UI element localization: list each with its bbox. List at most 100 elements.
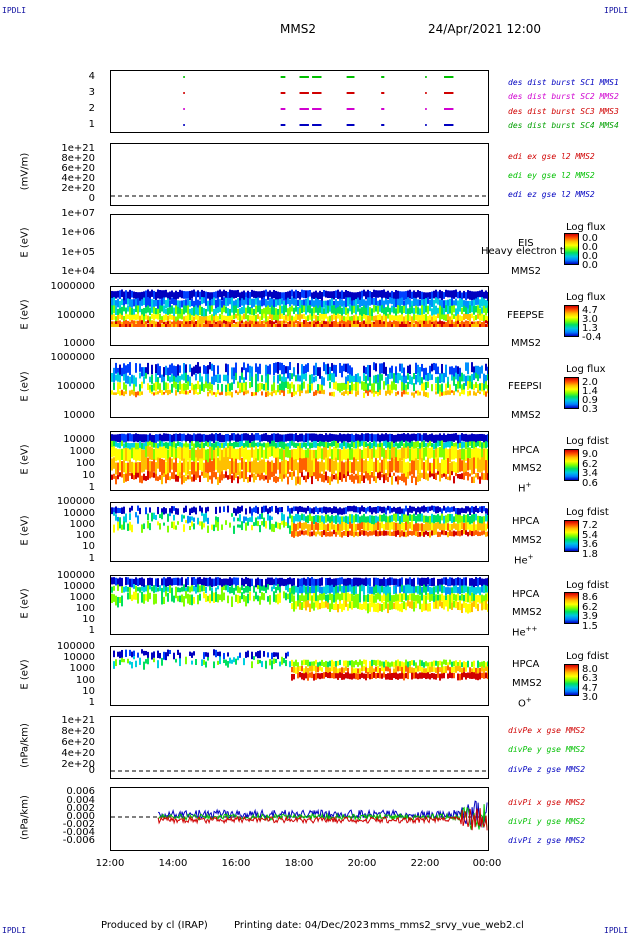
spectro-cell: [141, 442, 143, 450]
spectro-cell: [395, 578, 397, 586]
spectro-cell: [451, 366, 453, 375]
spectro-cell: [157, 434, 159, 442]
spectro-cell: [257, 520, 259, 527]
spectro-cell: [385, 307, 387, 318]
spectro-cell: [365, 673, 367, 681]
spectro-cell: [245, 508, 247, 515]
cbar-val: 0.0: [582, 260, 598, 271]
spectro-cell: [215, 314, 217, 322]
spectro-cell: [469, 390, 471, 396]
spectro-cell: [329, 458, 331, 472]
spectro-cell: [393, 472, 395, 476]
spectro-cell: [185, 434, 187, 444]
spectro-cell: [245, 522, 247, 531]
spectro-cell: [129, 460, 131, 473]
spectro-cell: [265, 587, 267, 594]
spectro-cell: [135, 449, 137, 462]
spectro-cell: [133, 291, 135, 299]
spectro-cell: [113, 375, 115, 383]
spectro-cell: [245, 367, 247, 380]
spectro-cell: [355, 577, 357, 586]
spectro-cell: [481, 324, 483, 327]
spectro-cell: [445, 383, 447, 390]
spectro-cell: [409, 289, 411, 299]
spectro-cell: [283, 434, 285, 443]
spectro-cell: [225, 520, 227, 525]
spectro-cell: [201, 306, 203, 317]
spectro-cell: [313, 665, 315, 671]
spectro-cell: [133, 650, 135, 657]
spectro-cell: [459, 449, 461, 460]
spectro-cell: [349, 443, 351, 451]
spectro-cell: [351, 514, 353, 524]
spectro-cell: [463, 508, 465, 513]
spectro-cell: [429, 661, 431, 668]
sc-label-feepse: MMS2: [511, 338, 541, 349]
spectro-cell: [179, 446, 181, 460]
spectro-cell: [297, 434, 299, 443]
spectro-cell: [227, 442, 229, 450]
spectro-cell: [381, 290, 383, 300]
spectro-cell: [393, 382, 395, 390]
spectro-cell: [283, 514, 285, 523]
spectro-cell: [171, 324, 173, 327]
spectro-cell: [425, 320, 427, 326]
spectro-cell: [323, 662, 325, 667]
spectro-cell: [463, 667, 465, 675]
spectro-cell: [215, 324, 217, 327]
spectro-cell: [411, 433, 413, 442]
spectro-cell: [311, 531, 313, 537]
spectro-cell: [123, 506, 125, 514]
spectro-cell: [329, 577, 331, 586]
spectro-cell: [341, 508, 343, 515]
spectro-cell: [347, 324, 349, 327]
spectro-cell: [279, 448, 281, 460]
spectro-cell: [319, 446, 321, 459]
spectro-cell: [381, 363, 383, 374]
spectro-cell: [371, 308, 373, 317]
spectro-cell: [143, 586, 145, 593]
spectro-cell: [417, 307, 419, 315]
spectro-cell: [161, 587, 163, 596]
spectro-cell: [419, 507, 421, 514]
spectro-cell: [349, 593, 351, 604]
spectro-cell: [453, 376, 455, 386]
spectro-cell: [157, 299, 159, 309]
spectro-cell: [467, 391, 469, 397]
spectro-cell: [471, 524, 473, 532]
spectro-cell: [445, 289, 447, 297]
ytick: 8e+20: [61, 153, 95, 164]
spectro-cell: [127, 433, 129, 442]
spectro-cell: [361, 324, 363, 327]
spectro-cell: [251, 441, 253, 448]
spectro-cell: [327, 442, 329, 449]
spectro-cell: [223, 289, 225, 297]
spectro-cell: [313, 507, 315, 515]
spectro-cell: [349, 291, 351, 301]
spectro-cell: [153, 434, 155, 443]
spectro-cell: [455, 321, 457, 326]
spectro-cell: [357, 440, 359, 448]
spectro-cell: [445, 587, 447, 596]
spectro-cell: [345, 442, 347, 449]
spectro-cell: [189, 320, 191, 325]
spectro-cell: [291, 471, 293, 480]
spectro-cell: [433, 530, 435, 536]
spectro-cell: [119, 290, 121, 300]
spectro-cell: [393, 668, 395, 675]
spectro-cell: [223, 474, 225, 479]
spectro-cell: [373, 672, 375, 678]
spectro-cell: [257, 297, 259, 306]
spectro-cell: [179, 658, 181, 667]
spectro-cell: [183, 458, 185, 473]
burst-mark: [183, 124, 185, 126]
spectro-cell: [123, 315, 125, 324]
spectro-cell: [485, 290, 487, 299]
spectro-cell: [267, 447, 269, 460]
spectro-cell: [469, 313, 471, 321]
spectro-cell: [259, 460, 261, 475]
spectro-cell: [167, 442, 169, 449]
spectro-cell: [415, 324, 417, 327]
spectro-cell: [119, 517, 121, 523]
spectro-cell: [273, 375, 275, 386]
